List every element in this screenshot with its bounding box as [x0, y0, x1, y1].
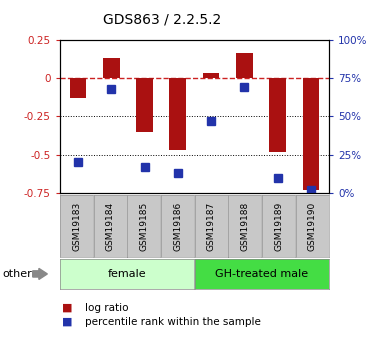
- Bar: [236, 53, 253, 78]
- Text: GSM19184: GSM19184: [106, 201, 115, 250]
- Text: other: other: [2, 269, 32, 279]
- Bar: [136, 78, 153, 132]
- Bar: [203, 73, 219, 78]
- Bar: [103, 58, 120, 78]
- Text: GSM19189: GSM19189: [274, 201, 283, 250]
- Text: ■: ■: [62, 317, 72, 327]
- Bar: [70, 78, 86, 98]
- Text: GDS863 / 2.2.5.2: GDS863 / 2.2.5.2: [102, 12, 221, 26]
- Text: female: female: [107, 269, 146, 279]
- Text: GSM19185: GSM19185: [139, 201, 148, 250]
- Text: ■: ■: [62, 303, 72, 313]
- Text: log ratio: log ratio: [85, 303, 128, 313]
- Text: GSM19183: GSM19183: [72, 201, 81, 250]
- Text: GSM19188: GSM19188: [241, 201, 249, 250]
- Text: percentile rank within the sample: percentile rank within the sample: [85, 317, 261, 327]
- Text: GSM19190: GSM19190: [308, 201, 317, 250]
- Text: GSM19186: GSM19186: [173, 201, 182, 250]
- Bar: [269, 78, 286, 152]
- Text: GH-treated male: GH-treated male: [216, 269, 308, 279]
- Bar: [169, 78, 186, 150]
- Text: GSM19187: GSM19187: [207, 201, 216, 250]
- Bar: [303, 78, 319, 190]
